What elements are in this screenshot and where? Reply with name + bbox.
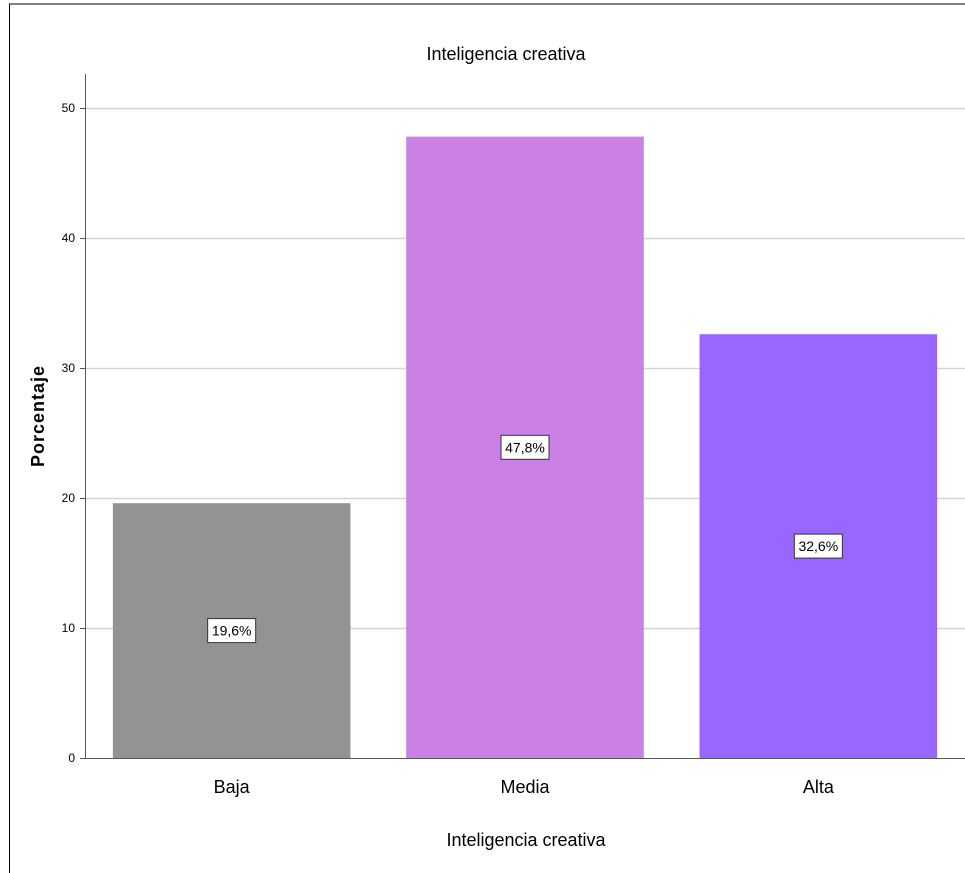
data-label-box [500,434,550,460]
category-label: Baja [214,777,251,797]
data-label: 19,6% [212,623,252,639]
y-tick-label: 10 [62,621,76,635]
data-label-box [793,533,843,559]
chart-title: Inteligencia creativa [426,44,586,64]
y-tick-label: 0 [68,751,75,765]
y-tick-label: 50 [62,101,76,115]
category-label: Alta [803,777,835,797]
data-labels: 19,6% 47,8% 32,6% [207,434,843,644]
data-label: 32,6% [798,538,838,554]
data-label-box [207,618,257,644]
y-tick-labels: 0 10 20 30 40 50 [62,101,85,765]
y-tick-label: 30 [62,361,76,375]
category-labels: Baja Media Alta [214,777,835,797]
x-axis-label: Inteligencia creativa [446,830,606,850]
y-axis-label: Porcentaje [28,365,48,467]
category-label: Media [500,777,550,797]
y-tick-label: 40 [62,231,76,245]
y-tick-label: 20 [62,491,76,505]
data-label: 47,8% [505,439,545,455]
